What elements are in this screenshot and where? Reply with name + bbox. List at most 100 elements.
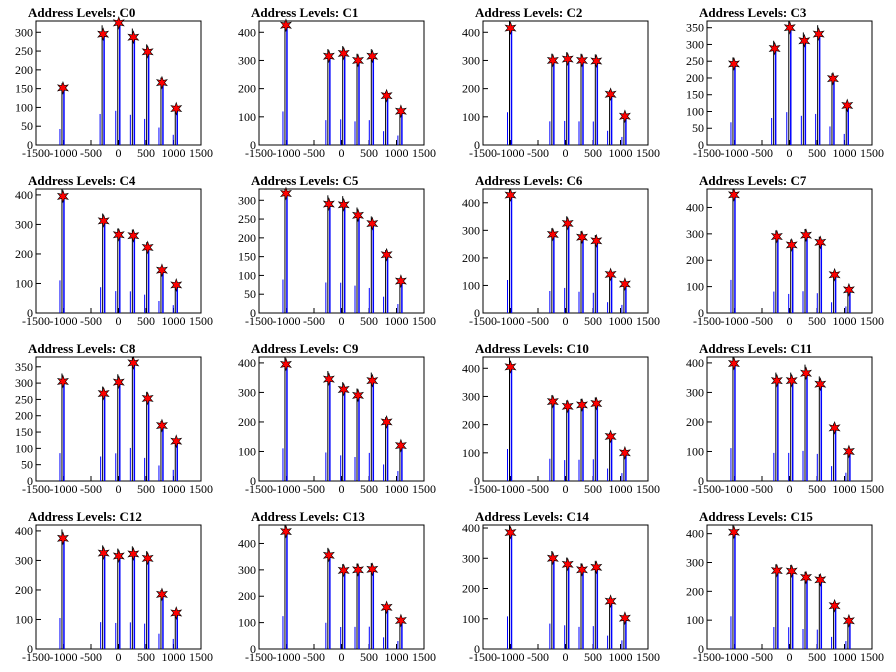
x-tick-label: 0 xyxy=(563,482,569,496)
x-tick-label: -1000 xyxy=(273,650,301,664)
star-marker-icon xyxy=(170,101,183,116)
star-marker-icon xyxy=(814,572,827,587)
star-marker-icon xyxy=(800,570,812,585)
star-marker-icon xyxy=(800,228,812,243)
y-tick-label: 250 xyxy=(15,392,33,406)
x-tick-label: 0 xyxy=(116,146,122,160)
star-marker-icon xyxy=(841,98,854,113)
y-tick-label: 50 xyxy=(692,121,704,135)
star-marker-icon xyxy=(279,357,292,372)
star-marker-icon xyxy=(590,233,603,248)
y-tick-label: 0 xyxy=(698,474,704,488)
star-marker-icon xyxy=(576,562,588,577)
star-marker-icon xyxy=(842,444,855,459)
star-marker-icon xyxy=(366,373,379,388)
y-tick-label: 400 xyxy=(462,361,480,375)
star-marker-icon xyxy=(727,356,740,371)
star-marker-icon xyxy=(155,587,168,602)
y-tick-label: 150 xyxy=(686,88,704,102)
y-tick-label: 300 xyxy=(238,53,256,67)
star-marker-icon xyxy=(112,227,125,242)
y-tick-label: 200 xyxy=(686,415,704,429)
x-tick-label: -1500 xyxy=(469,650,497,664)
x-tick-label: 0 xyxy=(787,146,793,160)
x-tick-label: 500 xyxy=(137,314,155,328)
star-marker-icon xyxy=(814,235,827,250)
star-marker-icon xyxy=(785,564,798,579)
y-tick-label: 300 xyxy=(15,553,33,567)
x-tick-label: 1000 xyxy=(609,650,633,664)
x-tick-label: -1500 xyxy=(22,482,50,496)
star-marker-icon xyxy=(504,525,517,540)
plot-frame xyxy=(35,356,202,482)
x-tick-label: 500 xyxy=(584,314,602,328)
star-marker-icon xyxy=(814,377,827,392)
star-marker-icon xyxy=(561,52,574,66)
plot-frame xyxy=(706,356,873,482)
x-tick-label: 0 xyxy=(116,650,122,664)
x-tick-label: 1000 xyxy=(609,482,633,496)
x-tick-label: 1000 xyxy=(385,482,409,496)
y-tick-label: 400 xyxy=(462,196,480,210)
y-tick-label: 100 xyxy=(462,446,480,460)
x-tick-label: 500 xyxy=(360,146,378,160)
chart-title: Address Levels: C15 xyxy=(699,509,813,524)
x-tick-label: -1000 xyxy=(721,314,749,328)
chart-panel-2: Address Levels: C2 0 100 200 300 400 -1500 -100… xyxy=(462,5,660,160)
x-tick-label: 1000 xyxy=(609,314,633,328)
chart-panel-7: Address Levels: C7 0 100 200 300 400 -1500 -100… xyxy=(686,173,884,328)
star-marker-icon xyxy=(590,54,603,68)
x-tick-label: 1000 xyxy=(385,650,409,664)
star-marker-icon xyxy=(56,374,69,389)
y-tick-label: 0 xyxy=(27,306,33,320)
x-tick-label: 500 xyxy=(137,482,155,496)
star-marker-icon xyxy=(812,27,825,41)
y-tick-label: 100 xyxy=(686,613,704,627)
plot-frame xyxy=(35,20,202,146)
y-tick-label: 400 xyxy=(462,25,480,39)
x-tick-label: 1500 xyxy=(189,314,213,328)
x-tick-label: -500 xyxy=(527,146,549,160)
star-marker-icon xyxy=(618,445,631,460)
x-tick-label: -1000 xyxy=(50,482,78,496)
plot-frame xyxy=(35,188,202,314)
star-marker-icon xyxy=(97,213,110,228)
x-tick-label: 500 xyxy=(360,314,378,328)
y-tick-label: 300 xyxy=(238,563,256,577)
star-marker-icon xyxy=(828,267,841,282)
chart-title: Address Levels: C4 xyxy=(28,173,136,188)
star-marker-icon xyxy=(170,606,183,620)
x-tick-label: -500 xyxy=(80,650,102,664)
star-marker-icon xyxy=(337,382,350,397)
y-tick-label: 250 xyxy=(15,44,33,58)
x-tick-label: 0 xyxy=(339,146,345,160)
chart-title: Address Levels: C2 xyxy=(475,5,582,20)
y-tick-label: 0 xyxy=(250,642,256,656)
chart-panel-13: Address Levels: C13 0 100 200 300 400 -1500 -10… xyxy=(238,509,436,664)
y-tick-label: 100 xyxy=(15,441,33,455)
star-marker-icon xyxy=(127,30,140,45)
y-tick-label: 100 xyxy=(686,444,704,458)
star-marker-icon xyxy=(727,187,740,202)
y-tick-label: 100 xyxy=(686,280,704,294)
x-tick-label: 0 xyxy=(787,650,793,664)
x-tick-label: 1500 xyxy=(189,146,213,160)
star-marker-icon xyxy=(155,418,168,433)
star-marker-icon xyxy=(394,104,407,119)
star-marker-icon xyxy=(828,598,841,613)
y-tick-label: 200 xyxy=(686,71,704,85)
x-tick-label: 1000 xyxy=(609,146,633,160)
y-tick-label: 200 xyxy=(238,415,256,429)
star-marker-icon xyxy=(798,33,811,48)
x-tick-label: 0 xyxy=(563,650,569,664)
y-tick-label: 50 xyxy=(21,119,33,133)
x-tick-label: -1000 xyxy=(273,482,301,496)
y-tick-label: 100 xyxy=(686,104,704,118)
x-tick-label: -1000 xyxy=(50,146,78,160)
star-marker-icon xyxy=(546,53,559,68)
x-tick-label: 500 xyxy=(360,650,378,664)
x-tick-label: -500 xyxy=(527,650,549,664)
star-marker-icon xyxy=(97,27,110,42)
x-tick-label: -1000 xyxy=(497,146,525,160)
y-tick-label: 200 xyxy=(15,63,33,77)
